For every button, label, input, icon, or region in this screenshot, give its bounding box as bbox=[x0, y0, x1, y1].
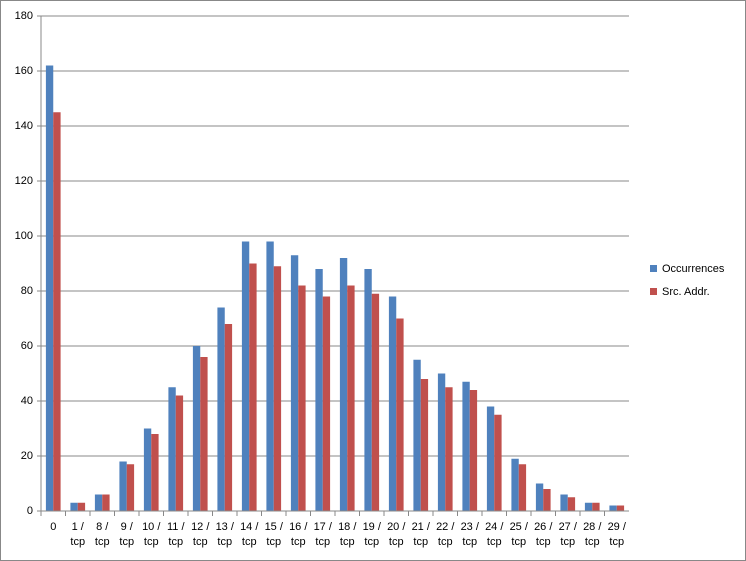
x-tick-label: 26 / tcp bbox=[534, 521, 553, 548]
x-tick-label: 20 / tcp bbox=[387, 521, 406, 548]
x-tick-label: 25 / tcp bbox=[509, 521, 528, 548]
x-tick-label: 9 / tcp bbox=[119, 521, 135, 548]
bar bbox=[224, 324, 233, 511]
bar bbox=[315, 269, 323, 511]
bar bbox=[518, 464, 527, 511]
bar bbox=[143, 428, 152, 511]
bar bbox=[543, 489, 551, 511]
bar bbox=[298, 285, 306, 511]
x-tick-label: 17 / tcp bbox=[313, 521, 332, 548]
x-tick-label: 13 / tcp bbox=[215, 521, 234, 548]
bar bbox=[273, 266, 282, 511]
bar bbox=[175, 395, 184, 511]
bar bbox=[126, 464, 135, 511]
x-tick-label: 0 bbox=[50, 521, 57, 533]
bar bbox=[168, 387, 176, 511]
bar bbox=[322, 296, 331, 511]
y-tick-label: 40 bbox=[21, 395, 33, 407]
bar bbox=[217, 307, 225, 511]
x-tick-label: 14 / tcp bbox=[240, 521, 259, 548]
bar bbox=[249, 263, 257, 511]
y-tick-label: 180 bbox=[15, 10, 33, 22]
x-tick-label: 23 / tcp bbox=[460, 521, 479, 548]
y-tick-label: 120 bbox=[15, 175, 33, 187]
x-tick-label: 22 / tcp bbox=[436, 521, 455, 548]
bar bbox=[347, 285, 355, 511]
x-tick-label: 10 / tcp bbox=[142, 521, 161, 548]
bar bbox=[609, 505, 617, 511]
bar bbox=[437, 373, 446, 511]
bar bbox=[70, 502, 78, 511]
bar bbox=[486, 406, 495, 511]
x-tick-label: 15 / tcp bbox=[264, 521, 283, 548]
bar bbox=[494, 414, 502, 511]
bar bbox=[241, 241, 250, 511]
x-tick-label: 12 / tcp bbox=[191, 521, 210, 548]
y-tick-label: 160 bbox=[15, 65, 33, 77]
x-tick-label: 27 / tcp bbox=[558, 521, 577, 548]
bar bbox=[560, 494, 568, 511]
bar bbox=[420, 379, 429, 511]
x-tick-label: 21 / tcp bbox=[411, 521, 430, 548]
bar bbox=[371, 293, 380, 511]
bar bbox=[413, 359, 421, 511]
legend-label: Occurrences bbox=[662, 263, 725, 275]
bar bbox=[616, 505, 625, 511]
y-tick-label: 100 bbox=[15, 230, 33, 242]
x-tick-label: 19 / tcp bbox=[362, 521, 381, 548]
bar bbox=[102, 494, 110, 511]
legend-label: Src. Addr. bbox=[662, 286, 710, 298]
bar bbox=[445, 387, 453, 511]
bar bbox=[511, 458, 519, 511]
bar bbox=[290, 255, 299, 511]
legend-swatch bbox=[650, 288, 657, 295]
x-tick-label: 28 / tcp bbox=[583, 521, 602, 548]
bar bbox=[567, 497, 576, 511]
bar bbox=[192, 346, 201, 511]
x-tick-label: 18 / tcp bbox=[338, 521, 357, 548]
x-tick-label: 16 / tcp bbox=[289, 521, 308, 548]
x-tick-label: 29 / tcp bbox=[607, 521, 626, 548]
x-tick-label: 1 / tcp bbox=[70, 521, 86, 548]
y-tick-label: 0 bbox=[27, 505, 33, 517]
bar bbox=[462, 381, 470, 511]
y-tick-label: 60 bbox=[21, 340, 33, 352]
bar bbox=[53, 112, 61, 511]
bar bbox=[364, 269, 372, 511]
bar bbox=[592, 502, 600, 511]
bar bbox=[77, 502, 86, 511]
bar bbox=[535, 483, 544, 511]
x-tick-label: 11 / tcp bbox=[166, 521, 185, 548]
y-tick-label: 20 bbox=[21, 450, 33, 462]
bar bbox=[119, 461, 127, 511]
bar bbox=[584, 502, 593, 511]
bar bbox=[339, 258, 348, 511]
bar bbox=[200, 357, 208, 511]
y-tick-label: 140 bbox=[15, 120, 33, 132]
legend-swatch bbox=[650, 265, 657, 272]
bar bbox=[388, 296, 397, 511]
bar bbox=[396, 318, 404, 511]
bar bbox=[94, 494, 103, 511]
bar bbox=[266, 241, 274, 511]
y-tick-label: 80 bbox=[21, 285, 33, 297]
bar bbox=[151, 434, 159, 511]
bar bbox=[45, 65, 54, 511]
x-tick-label: 8 / tcp bbox=[94, 521, 110, 548]
x-tick-label: 24 / tcp bbox=[485, 521, 504, 548]
bar bbox=[469, 390, 478, 511]
